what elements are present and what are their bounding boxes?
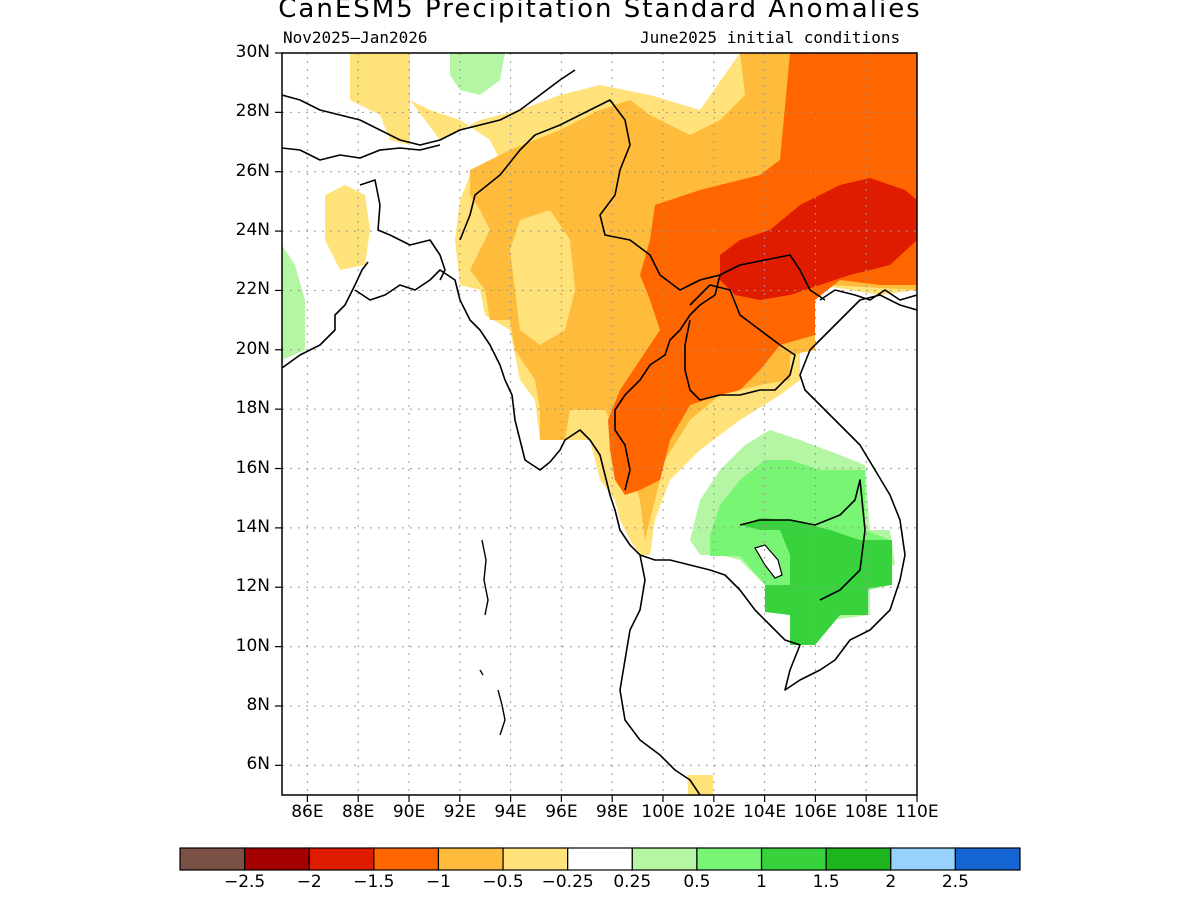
colorbar-swatch bbox=[825, 847, 892, 871]
colorbar-swatch bbox=[760, 847, 827, 871]
anomaly-region-small-yellow bbox=[688, 775, 713, 795]
colorbar-swatch bbox=[502, 847, 569, 871]
border-laos-thailand bbox=[684, 284, 796, 401]
anomaly-region-red bbox=[720, 178, 917, 300]
colorbar-label: −1.5 bbox=[353, 872, 395, 892]
x-tick-label: 90E bbox=[392, 802, 426, 822]
forecast-period: Nov2025–Jan2026 bbox=[283, 28, 428, 47]
anomaly-region-pale-green-north bbox=[450, 53, 505, 95]
colorbar-swatch bbox=[954, 847, 1021, 871]
colorbar-swatch bbox=[567, 847, 633, 871]
y-tick-label: 14N bbox=[235, 516, 270, 537]
island bbox=[481, 539, 489, 616]
y-tick-label: 16N bbox=[235, 457, 270, 478]
colorbar-swatch bbox=[437, 847, 504, 871]
colorbar-swatch bbox=[308, 847, 375, 871]
border-himalaya bbox=[282, 69, 576, 146]
colorbar bbox=[179, 847, 1021, 871]
colorbar-label: −0.25 bbox=[541, 872, 594, 892]
x-tick-label: 92E bbox=[443, 802, 476, 822]
y-tick-label: 10N bbox=[235, 635, 270, 656]
y-tick-label: 8N bbox=[246, 694, 270, 715]
y-tick-label: 12N bbox=[235, 576, 270, 597]
border-china-tibet bbox=[282, 144, 441, 161]
y-tick-label: 22N bbox=[235, 279, 270, 300]
colorbar-swatch bbox=[244, 847, 310, 871]
island bbox=[497, 689, 506, 736]
colorbar-swatch bbox=[179, 847, 246, 871]
colorbar-swatch bbox=[373, 847, 440, 871]
y-tick-label: 28N bbox=[235, 101, 270, 122]
border-bangladesh bbox=[359, 179, 446, 281]
y-tick-label: 24N bbox=[235, 220, 270, 241]
x-tick-label: 98E bbox=[596, 802, 629, 822]
anomaly-region-inner-yellow bbox=[510, 210, 575, 345]
coastline-india-bangladesh-west bbox=[282, 261, 369, 369]
colorbar-label: 1 bbox=[756, 872, 767, 892]
y-tick-label: 6N bbox=[246, 754, 270, 775]
y-tick-label: 26N bbox=[235, 160, 270, 181]
colorbar-swatch bbox=[890, 847, 956, 871]
colorbar-label: −0.5 bbox=[482, 872, 524, 892]
coastline-south-china bbox=[819, 289, 917, 301]
graticule bbox=[282, 52, 918, 795]
colorbar-label: 0.5 bbox=[683, 872, 711, 892]
x-tick-label: 104E bbox=[742, 802, 787, 822]
border-cambodia bbox=[739, 479, 866, 601]
x-tick-label: 100E bbox=[641, 802, 685, 822]
x-tick-label: 106E bbox=[793, 802, 837, 822]
x-tick-label: 94E bbox=[494, 802, 527, 822]
andaman-islands bbox=[479, 539, 506, 736]
anomaly-region-pale-green-west bbox=[282, 245, 305, 360]
x-tick-label: 88E bbox=[342, 802, 375, 822]
colorbar-label: −2 bbox=[296, 872, 322, 892]
anomaly-shading bbox=[282, 53, 917, 795]
colorbar-swatch bbox=[631, 847, 698, 871]
coastline-gulf-of-thailand bbox=[639, 294, 917, 691]
y-tick-label: 30N bbox=[235, 42, 270, 62]
colorbar-label: 0.25 bbox=[613, 872, 652, 892]
map-title: CanESM5 Precipitation Standard Anomalies bbox=[278, 0, 922, 24]
colorbar-label: 1.5 bbox=[812, 872, 840, 892]
y-tick-label: 18N bbox=[235, 398, 270, 419]
coastline-bay-of-bengal bbox=[354, 269, 701, 795]
x-tick-label: 96E bbox=[545, 802, 578, 822]
coastlines-and-borders bbox=[282, 69, 917, 795]
x-tick-label: 108E bbox=[844, 802, 888, 822]
border-myanmar bbox=[459, 99, 721, 491]
colorbar-label: 2 bbox=[885, 872, 897, 892]
island bbox=[479, 669, 484, 676]
anomaly-region-mid-green bbox=[740, 518, 892, 645]
x-tick-label: 102E bbox=[692, 802, 736, 822]
plot-frame bbox=[281, 52, 918, 796]
initial-conditions: June2025 initial conditions bbox=[640, 28, 901, 47]
colorbar-label: −2.5 bbox=[223, 872, 266, 892]
colorbar-label: 2.5 bbox=[941, 872, 969, 892]
y-tick-label: 20N bbox=[235, 338, 270, 359]
colorbar-label: −1 bbox=[425, 872, 451, 892]
border-laos-vietnam bbox=[719, 254, 826, 301]
colorbar-swatch bbox=[696, 847, 763, 871]
x-tick-label: 110E bbox=[895, 802, 939, 822]
x-tick-label: 86E bbox=[291, 802, 324, 822]
anomaly-region-light-yellow-west bbox=[325, 185, 370, 270]
axis-ticks bbox=[275, 52, 918, 802]
